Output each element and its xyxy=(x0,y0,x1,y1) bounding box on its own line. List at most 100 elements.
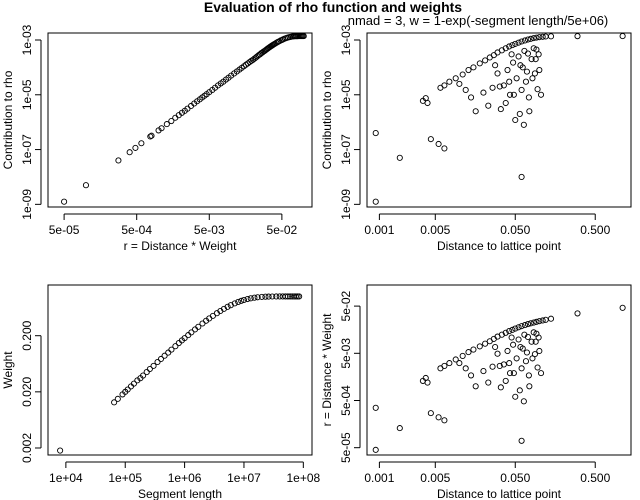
data-point xyxy=(542,316,549,323)
data-point xyxy=(502,99,509,107)
data-point xyxy=(459,71,466,78)
x-tick-label: 0.005 xyxy=(420,471,450,485)
y-axis-label: Contribution to rho xyxy=(320,70,334,169)
data-point xyxy=(508,51,515,58)
y-axis-label: Contribution to rho xyxy=(1,70,15,169)
data-point xyxy=(476,60,483,67)
data-point xyxy=(492,62,499,69)
data-point xyxy=(163,121,170,128)
data-point xyxy=(537,370,545,377)
data-point xyxy=(532,338,539,345)
data-point xyxy=(518,173,525,180)
data-point xyxy=(504,66,511,74)
data-point xyxy=(130,380,137,387)
data-point xyxy=(472,108,479,115)
x-axis-label: Distance to lattice point xyxy=(437,239,562,253)
data-point xyxy=(456,360,463,367)
data-point xyxy=(506,78,513,85)
data-point xyxy=(528,56,535,63)
plot-frame xyxy=(366,284,632,456)
data-point xyxy=(154,358,161,366)
data-point xyxy=(251,294,258,301)
data-point xyxy=(396,425,403,432)
y-tick-label: 1e-09 xyxy=(20,189,34,220)
data-point xyxy=(520,398,527,405)
data-point xyxy=(57,447,64,454)
data-point xyxy=(534,86,541,93)
data-point xyxy=(396,154,403,161)
data-point xyxy=(161,352,168,359)
data-point xyxy=(523,68,531,75)
data-point xyxy=(456,80,463,87)
data-point xyxy=(539,33,546,40)
data-point xyxy=(518,86,525,93)
data-point xyxy=(459,352,466,359)
data-point xyxy=(521,47,528,54)
x-tick-label: 5e-03 xyxy=(194,223,225,237)
data-point xyxy=(510,370,517,377)
data-point xyxy=(269,293,276,300)
data-point xyxy=(525,372,532,379)
data-point xyxy=(494,350,501,357)
y-tick-label: 0.020 xyxy=(20,377,34,407)
x-tick-label: 1e+06 xyxy=(168,471,202,485)
data-point xyxy=(168,346,175,353)
data-point xyxy=(247,295,254,302)
data-point xyxy=(126,149,133,156)
data-point xyxy=(172,343,179,350)
data-point xyxy=(424,379,431,386)
data-point xyxy=(446,360,453,367)
data-point xyxy=(435,140,442,148)
data-point xyxy=(523,349,531,356)
data-point xyxy=(516,110,523,117)
data-point xyxy=(435,414,442,421)
data-point xyxy=(158,125,165,132)
data-point xyxy=(467,372,475,379)
data-point xyxy=(524,321,531,328)
data-point xyxy=(512,116,519,124)
data-point xyxy=(271,40,278,47)
data-point xyxy=(188,329,195,336)
data-point xyxy=(114,395,121,402)
data-point xyxy=(574,33,581,40)
data-point xyxy=(472,383,479,390)
y-tick-label: 5e-04 xyxy=(339,385,353,416)
data-point xyxy=(508,334,515,341)
data-point xyxy=(465,349,472,356)
data-point xyxy=(462,365,469,372)
data-point xyxy=(539,317,546,324)
data-point xyxy=(528,338,535,345)
data-point xyxy=(530,35,537,42)
data-point xyxy=(132,144,139,151)
data-point xyxy=(287,293,294,300)
data-point xyxy=(502,329,509,336)
x-tick-label: 5e-04 xyxy=(121,223,152,237)
data-point xyxy=(518,38,525,45)
data-point xyxy=(524,50,531,57)
data-point xyxy=(533,46,540,53)
data-point xyxy=(244,295,251,303)
data-point xyxy=(150,362,157,369)
y-tick-label: 5e-02 xyxy=(339,290,353,321)
data-point xyxy=(480,368,487,375)
data-point xyxy=(509,326,516,333)
data-point xyxy=(547,315,555,322)
panel-weight-vs-segment-length: 1e+04 1e+05 1e+06 1e+07 1e+08 Segment length 0… xyxy=(1,284,321,500)
data-point xyxy=(143,369,150,376)
data-point xyxy=(124,386,131,393)
data-point xyxy=(500,82,507,89)
x-tick-label: 0.500 xyxy=(580,223,610,237)
x-tick-label: 5e-02 xyxy=(267,223,298,237)
data-point xyxy=(526,108,533,115)
data-point xyxy=(482,340,489,347)
data-point xyxy=(574,310,581,317)
data-point xyxy=(524,36,531,43)
data-point xyxy=(509,42,516,49)
data-point xyxy=(485,102,492,109)
panel-r-vs-distance: 0.001 0.005 0.050 0.500 Distance to lattice … xyxy=(320,284,632,500)
data-point xyxy=(265,293,272,300)
data-point xyxy=(490,52,497,59)
data-point xyxy=(532,56,539,63)
data-point xyxy=(441,82,448,89)
y-tick-label: 1e-07 xyxy=(339,134,353,165)
